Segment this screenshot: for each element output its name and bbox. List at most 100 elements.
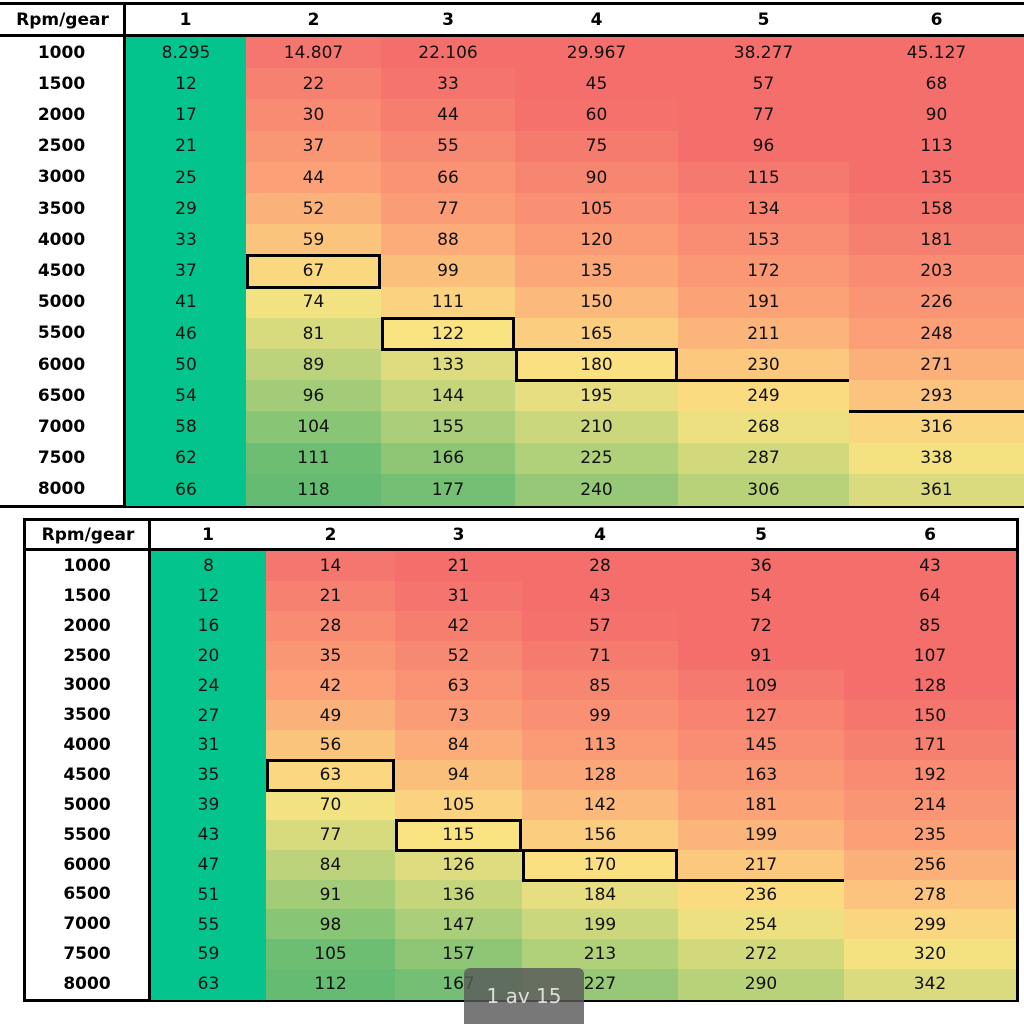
rpm-label-6000: 6000	[37, 354, 86, 375]
speed-cell: 64	[844, 580, 1016, 612]
speed-cell: 43	[844, 551, 1016, 582]
speed-cell: 271	[849, 349, 1024, 381]
speed-cell: 107	[844, 640, 1016, 672]
rpm-label-4000: 4000	[63, 735, 111, 756]
speed-cell: 52	[395, 640, 522, 672]
speed-cell: 217	[678, 849, 844, 881]
rpm-label-7000: 7000	[37, 416, 86, 437]
speed-cell: 135	[515, 255, 678, 288]
speed-cell: 293	[849, 380, 1024, 412]
speed-cell: 177	[381, 473, 515, 506]
rpm-label-1500: 1500	[37, 73, 86, 94]
speed-cell: 153	[678, 224, 849, 256]
speed-cell: 235	[844, 819, 1016, 851]
speed-cell: 44	[246, 161, 381, 194]
rpm-label-2500: 2500	[37, 136, 86, 157]
speed-cell: 109	[678, 670, 844, 701]
rpm-label-3500: 3500	[37, 198, 86, 219]
speed-cell: 16	[151, 610, 266, 642]
speed-cell: 145	[678, 730, 844, 761]
speed-cell: 225	[515, 442, 678, 475]
speed-cell: 157	[395, 939, 522, 970]
speed-cell: 158	[849, 193, 1024, 225]
speed-cell: 27	[151, 700, 266, 731]
rpm-label-3000: 3000	[63, 675, 111, 696]
rpm-label-7500: 7500	[37, 448, 86, 469]
rpm-label-8000: 8000	[63, 974, 111, 995]
speed-cell: 12	[126, 68, 246, 100]
speed-cell: 8.295	[126, 37, 246, 69]
header-row: Rpm/gear 1 2 3 4 5 6	[26, 521, 1016, 551]
speed-cell: 58	[126, 411, 246, 444]
speed-cell: 181	[678, 789, 844, 821]
speed-cell: 45.127	[849, 37, 1024, 69]
speed-cell: 316	[849, 411, 1024, 444]
speed-cell: 99	[381, 255, 515, 288]
speed-cell: 136	[395, 879, 522, 910]
rpm-label-1000: 1000	[37, 42, 86, 63]
rpm-label-4500: 4500	[37, 260, 86, 281]
speed-cell: 21	[126, 130, 246, 163]
rpm-label-6000: 6000	[63, 854, 111, 875]
rpm-label-6500: 6500	[37, 385, 86, 406]
speed-cell: 36	[678, 551, 844, 582]
speed-cell: 42	[395, 610, 522, 642]
speed-cell: 54	[678, 580, 844, 612]
rpm-label-8000: 8000	[37, 479, 86, 500]
corner-label: Rpm/gear	[16, 9, 109, 30]
speed-cell: 25	[126, 161, 246, 194]
speed-cell: 91	[678, 640, 844, 672]
speed-cell: 248	[849, 317, 1024, 350]
speed-cell: 55	[151, 909, 266, 940]
speed-cell: 33	[126, 224, 246, 256]
speed-cell: 31	[395, 580, 522, 612]
speed-cell: 180	[515, 349, 678, 381]
speed-cell: 166	[381, 442, 515, 475]
speed-cell: 47	[151, 849, 266, 881]
speed-cell: 240	[515, 473, 678, 506]
speed-cell: 14.807	[246, 37, 381, 69]
speed-cell: 55	[381, 130, 515, 163]
speed-cell: 171	[844, 730, 1016, 761]
speed-cell: 210	[515, 411, 678, 444]
speed-cell: 113	[849, 130, 1024, 163]
speed-cell: 94	[395, 760, 522, 791]
speed-cell: 144	[381, 380, 515, 412]
speed-cell: 35	[151, 760, 266, 791]
rpm-label-5000: 5000	[63, 794, 111, 815]
speed-cell: 287	[678, 442, 849, 475]
speed-cell: 290	[678, 969, 844, 1000]
speed-cell: 54	[126, 380, 246, 412]
gear-header-1: 1	[202, 524, 214, 545]
speed-cell: 191	[678, 286, 849, 319]
speed-cell: 128	[522, 760, 678, 791]
rpm-label-2000: 2000	[37, 104, 86, 125]
speed-cell: 37	[246, 130, 381, 163]
speed-cell: 91	[266, 879, 395, 910]
speed-cell: 73	[395, 700, 522, 731]
rpm-label-5500: 5500	[37, 323, 86, 344]
speed-cell: 112	[266, 969, 395, 1000]
speed-cell: 29	[126, 193, 246, 225]
speed-cell: 181	[849, 224, 1024, 256]
speed-cell: 17	[126, 99, 246, 132]
rpm-label-5500: 5500	[63, 824, 111, 845]
gear-header-6: 6	[930, 9, 943, 30]
speed-cell: 268	[678, 411, 849, 444]
speed-cell: 155	[381, 411, 515, 444]
speed-cell: 134	[678, 193, 849, 225]
speed-cell: 150	[844, 700, 1016, 731]
speed-cell: 214	[844, 789, 1016, 821]
speed-cell: 51	[151, 879, 266, 910]
speed-cell: 41	[126, 286, 246, 319]
speed-cell: 230	[678, 349, 849, 381]
speed-cell: 21	[266, 580, 395, 612]
speed-cell: 306	[678, 473, 849, 506]
speed-cell: 172	[678, 255, 849, 288]
speed-cell: 45	[515, 68, 678, 100]
speed-cell: 226	[849, 286, 1024, 319]
speed-cell: 213	[522, 939, 678, 970]
speed-cell: 24	[151, 670, 266, 701]
speed-cell: 75	[515, 130, 678, 163]
speed-cell: 115	[395, 819, 522, 851]
